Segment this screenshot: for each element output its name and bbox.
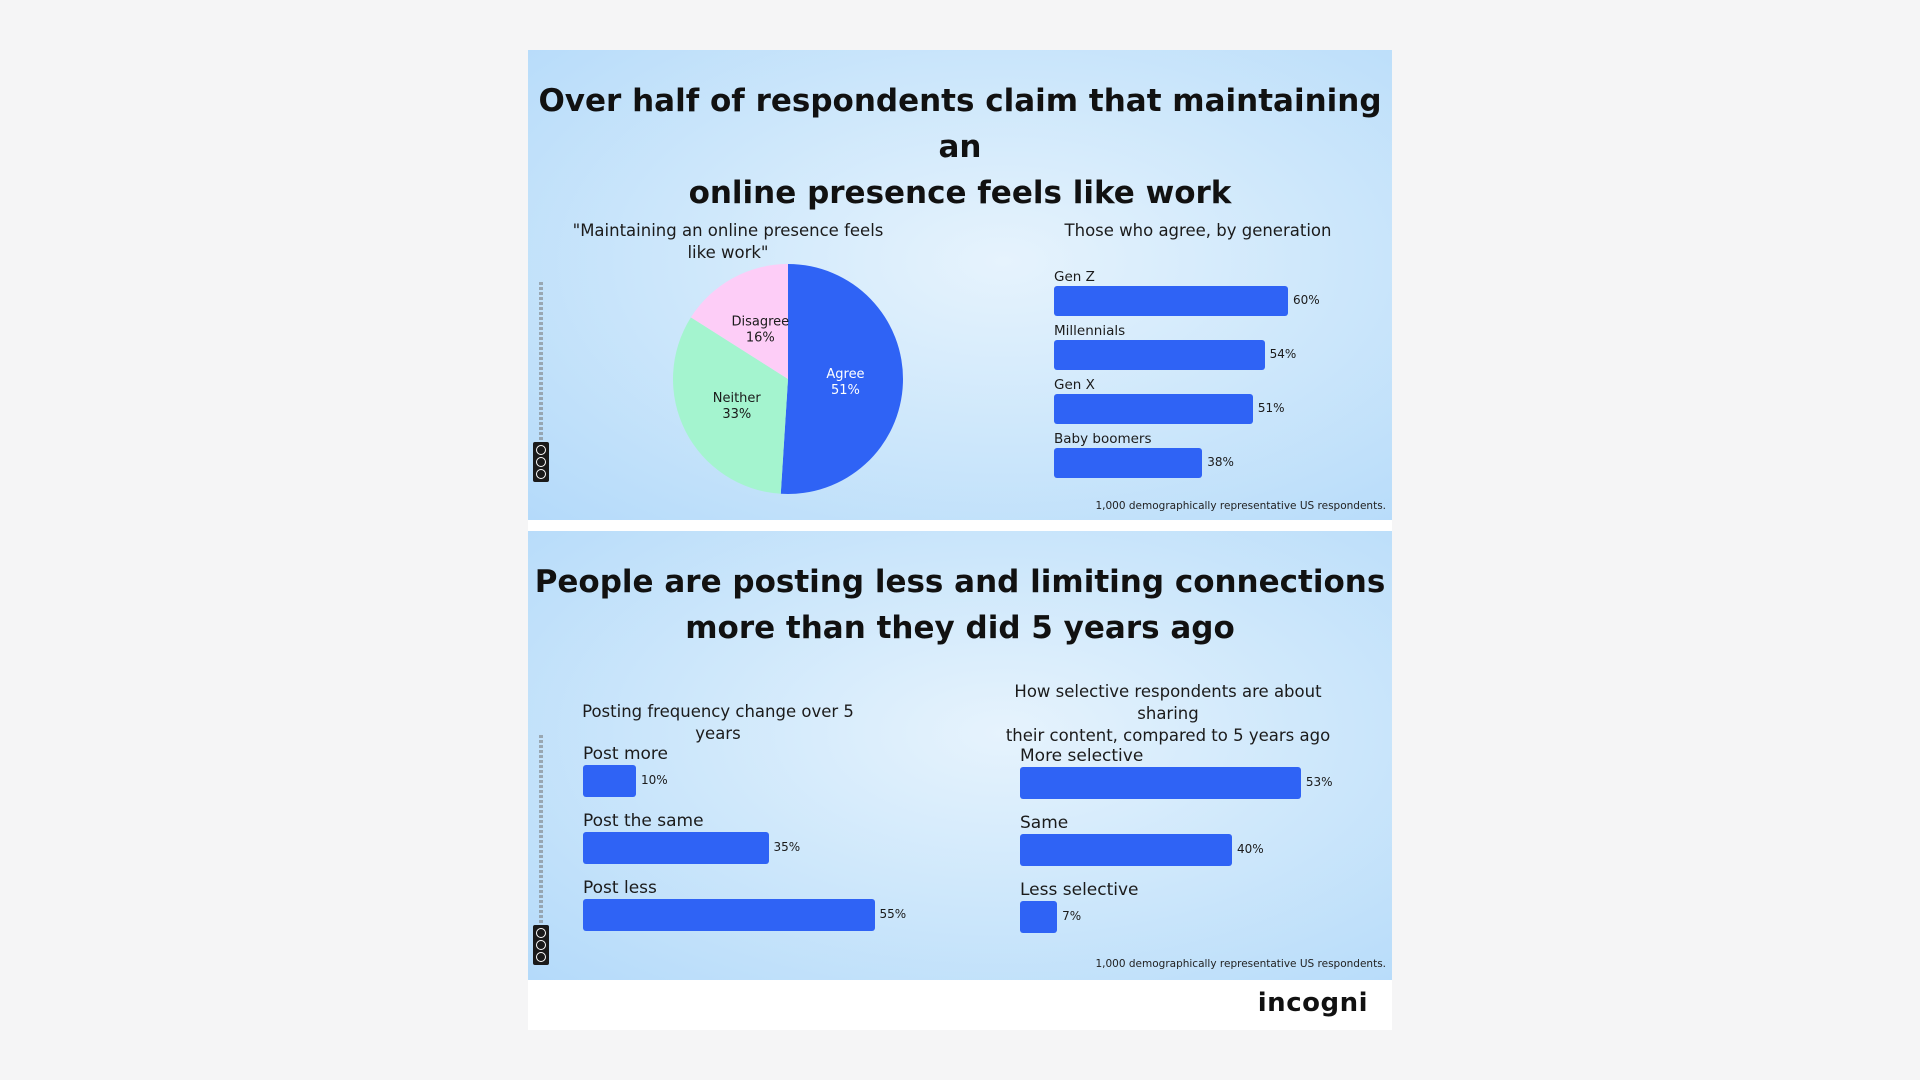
bar-value-label: 10% [641, 773, 668, 787]
pie-label-agree-name: Agree [826, 367, 864, 382]
bar-value-label: 53% [1305, 775, 1333, 789]
bar-category-label: Post less [583, 878, 657, 898]
panel1-title-line1: Over half of respondents claim that main… [538, 83, 1382, 165]
posting-chart-title: Posting frequency change over 5 years [582, 702, 854, 743]
cc-icon-2 [533, 925, 549, 965]
selective-chart-title-line2: their content, compared to 5 years ago [1005, 726, 1331, 745]
bar-category-label: More selective [1020, 746, 1144, 766]
bar-category-label: Post more [583, 744, 669, 764]
pie-slice-neither [673, 317, 788, 494]
pie-slice-agree [780, 264, 904, 495]
pie-label-disagree-value: 16% [746, 331, 775, 346]
panel2-title-line1: People are posting less and limiting con… [534, 564, 1386, 600]
bar-value-label: 51% [1257, 401, 1285, 415]
bar-value-label: 35% [773, 840, 801, 854]
license-text-vertical-2 [539, 735, 543, 925]
bar [1054, 286, 1288, 316]
incogni-logo: incogni [1257, 988, 1368, 1018]
panel2-title: People are posting less and limiting con… [528, 559, 1392, 651]
pie-label-neither-value: 33% [722, 407, 751, 422]
infographic-card: Over half of respondents claim that main… [528, 50, 1392, 1030]
selective-chart-title: How selective respondents are about shar… [988, 681, 1348, 747]
panel2-title-line2: more than they did 5 years ago [685, 610, 1235, 646]
cc-icon [533, 442, 549, 482]
selective-chart-title-line1: How selective respondents are about shar… [1014, 682, 1322, 723]
bar [583, 765, 636, 797]
bar [1054, 340, 1265, 370]
bar-category-label: Gen X [1054, 377, 1095, 393]
pie-slice-disagree [690, 264, 788, 379]
bar-value-label: 38% [1207, 455, 1234, 469]
pie-label-neither-name: Neither [713, 391, 762, 406]
bar [1020, 767, 1301, 799]
bar-value-label: 55% [879, 907, 907, 921]
bar-category-label: Post the same [583, 811, 704, 831]
panel-posting-less: People are posting less and limiting con… [528, 531, 1392, 980]
bar-category-label: Gen Z [1054, 269, 1095, 285]
bar [1054, 394, 1253, 424]
bar-category-label: Same [1020, 813, 1069, 833]
panel-online-presence: Over half of respondents claim that main… [528, 50, 1392, 520]
bar-category-label: Less selective [1020, 880, 1139, 900]
cc-license-badge-2 [533, 735, 549, 965]
pie-label-disagree-name: Disagree [731, 315, 789, 330]
bar [1054, 448, 1203, 478]
panel1-title-line2: online presence feels like work [688, 175, 1232, 211]
panel2-footnote: 1,000 demographically representative US … [1095, 958, 1386, 970]
panel1-title: Over half of respondents claim that main… [528, 78, 1392, 216]
bar-category-label: Baby boomers [1054, 431, 1152, 447]
bar-value-label: 40% [1237, 842, 1264, 856]
panel1-footnote: 1,000 demographically representative US … [1095, 500, 1386, 512]
bar [583, 832, 769, 864]
generation-chart-title: Those who agree, by generation [1064, 221, 1332, 240]
pie-chart-title: "Maintaining an online presence feels li… [572, 221, 884, 262]
bar-value-label: 54% [1269, 347, 1297, 361]
bar [1020, 901, 1058, 933]
license-text-vertical [539, 282, 543, 442]
bar-value-label: 7% [1062, 909, 1082, 923]
bar-category-label: Millennials [1054, 323, 1126, 339]
cc-license-badge [533, 282, 549, 482]
bar [1020, 834, 1232, 866]
bar [583, 899, 875, 931]
bar-value-label: 60% [1293, 293, 1320, 307]
pie-label-agree-value: 51% [831, 383, 860, 398]
